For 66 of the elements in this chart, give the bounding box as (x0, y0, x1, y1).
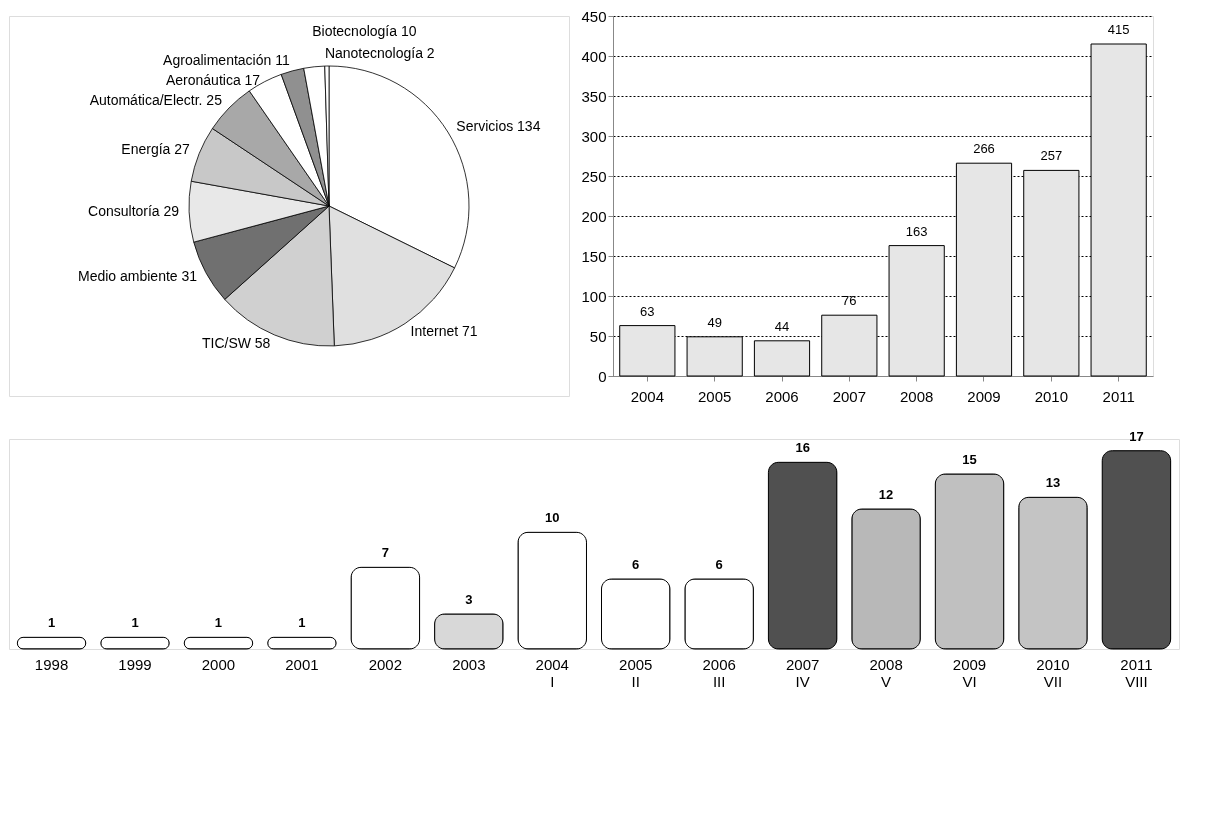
x-tick-label: 2009 VI (952, 655, 987, 690)
data-label: 13 (1045, 475, 1061, 491)
y-tick-label: 450 (581, 7, 607, 25)
x-tick-label: 2007 (832, 387, 867, 405)
slice-label: Energía 27 (121, 141, 191, 158)
x-tick-label: 2008 V (869, 655, 903, 690)
slice-label: Consultoría 29 (88, 203, 180, 220)
slice-label: Servicios 134 (456, 117, 541, 134)
slice-label: Medio ambiente 31 (77, 268, 198, 285)
data-label: 1 (47, 615, 56, 631)
slice-label: Agroalimentación 11 (163, 52, 290, 69)
x-tick-label: 2004 I (535, 655, 569, 690)
data-label: 6 (715, 557, 723, 572)
data-label: 7 (381, 545, 389, 561)
x-tick-label: 2000 (201, 655, 236, 673)
x-tick-label: 2002 (368, 655, 403, 673)
x-tick-label: 2001 (285, 655, 319, 673)
y-tick-label: 100 (581, 287, 607, 305)
slice-label: Automática/Electr. 25 (89, 92, 223, 109)
data-label: 3 (465, 592, 473, 607)
slice-label: Internet 71 (410, 322, 478, 339)
x-tick-label: 2006 (765, 387, 799, 405)
x-tick-label: 2009 (967, 387, 1001, 405)
data-label: 1 (214, 615, 223, 631)
data-label: 76 (842, 293, 857, 309)
x-tick-label: 2010 (1034, 387, 1069, 405)
data-label: 17 (1129, 428, 1144, 444)
data-label: 1 (298, 615, 306, 631)
x-tick-label: 1998 (34, 655, 69, 673)
data-label: 44 (774, 318, 790, 334)
x-tick-label: 2010 VII (1036, 655, 1070, 690)
x-tick-label: 2006 III (702, 655, 736, 690)
x-tick-label: 2011 (1102, 387, 1135, 405)
x-tick-label: 1999 (118, 655, 152, 673)
data-label: 12 (878, 487, 894, 502)
x-tick-label: 2007 IV (785, 655, 820, 690)
y-tick-label: 350 (581, 87, 607, 105)
y-tick-label: 300 (581, 127, 607, 145)
bar (753, 340, 811, 377)
x-tick-label: 2003 (452, 655, 486, 673)
x-tick-label: 2005 (697, 387, 732, 405)
x-tick-label: 2005 II (619, 655, 653, 690)
data-label: 49 (707, 314, 722, 330)
y-tick-label: 250 (581, 167, 607, 185)
data-label: 163 (905, 223, 928, 239)
data-label: 16 (795, 440, 810, 456)
slice-label: Biotecnología 10 (312, 23, 417, 39)
y-tick-label: 400 (581, 47, 607, 65)
y-tick-label: 50 (589, 327, 607, 345)
slice-label: Nanotecnología 2 (324, 45, 435, 61)
y-tick-label: 0 (598, 367, 607, 385)
data-label: 266 (973, 141, 995, 157)
x-tick-label: 2011 VIII (1120, 655, 1153, 690)
y-tick-label: 200 (581, 207, 607, 225)
data-label: 15 (962, 452, 977, 467)
data-label: 257 (1040, 148, 1063, 164)
data-label: 1 (131, 615, 139, 631)
x-tick-label: 2004 (630, 387, 665, 405)
x-tick-label: 2008 (899, 387, 934, 405)
slice-label: TIC/SW 58 (201, 335, 271, 352)
data-label: 10 (545, 510, 560, 526)
data-label: 6 (632, 557, 640, 572)
slice-label: Aeronáutica 17 (165, 72, 261, 89)
data-label: 415 (1107, 22, 1130, 37)
data-label: 63 (640, 303, 655, 319)
y-tick-label: 150 (581, 247, 607, 265)
